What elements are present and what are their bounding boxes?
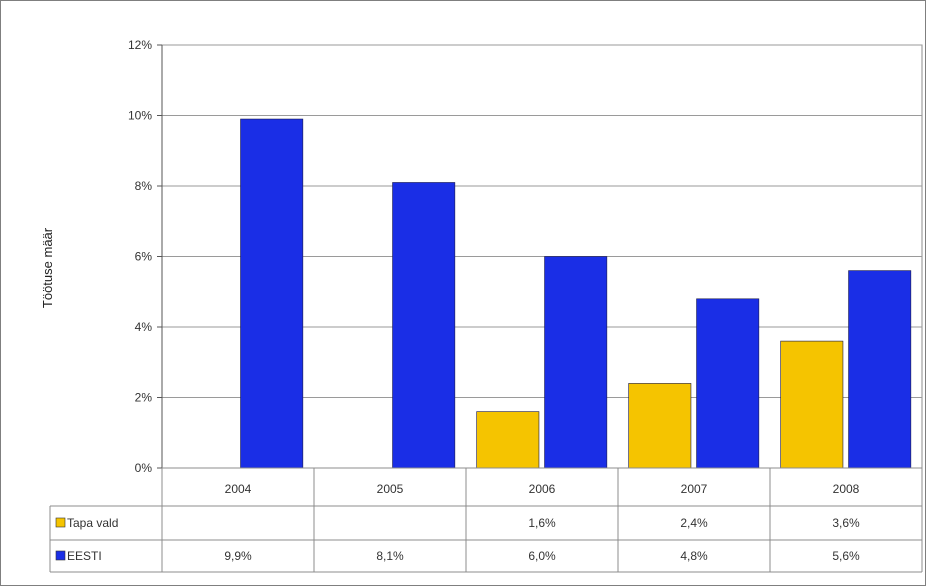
legend-label: EESTI [67, 549, 102, 563]
data-label: 8,1% [376, 549, 404, 563]
bar [696, 298, 760, 469]
bar [392, 182, 456, 469]
y-tick-label: 2% [135, 391, 153, 405]
y-tick-label: 8% [135, 179, 153, 193]
x-category-label: 2004 [225, 482, 252, 496]
data-label: 4,8% [680, 549, 708, 563]
legend-label: Tapa vald [67, 516, 118, 530]
data-label: 1,6% [528, 516, 556, 530]
bar [780, 340, 844, 469]
legend-key [55, 517, 66, 528]
y-tick-label: 4% [135, 320, 153, 334]
y-tick-label: 0% [135, 461, 153, 475]
y-tick-label: 6% [135, 250, 153, 264]
data-label: 5,6% [832, 549, 860, 563]
x-category-label: 2006 [529, 482, 556, 496]
x-category-label: 2005 [377, 482, 404, 496]
x-category-label: 2007 [681, 482, 708, 496]
data-label: 6,0% [528, 549, 556, 563]
y-tick-label: 12% [128, 38, 152, 52]
y-tick-label: 10% [128, 109, 152, 123]
bar [848, 270, 912, 469]
legend-key [55, 550, 66, 561]
y-axis-label: Töötuse määr [40, 227, 55, 308]
bar [544, 256, 608, 469]
data-label: 3,6% [832, 516, 860, 530]
bar [628, 383, 692, 469]
bar [240, 118, 304, 469]
y-axis-ticks: 0% 2% 4% 6% 8% 10% 12% [128, 38, 163, 475]
bar [476, 411, 540, 469]
data-label: 2,4% [680, 516, 708, 530]
bars [240, 118, 912, 469]
data-label: 9,9% [224, 549, 252, 563]
data-table: 2004 2005 2006 2007 2008 Tapa vald 1,6% 2,4% 3,6… [49, 467, 923, 573]
x-category-label: 2008 [833, 482, 860, 496]
